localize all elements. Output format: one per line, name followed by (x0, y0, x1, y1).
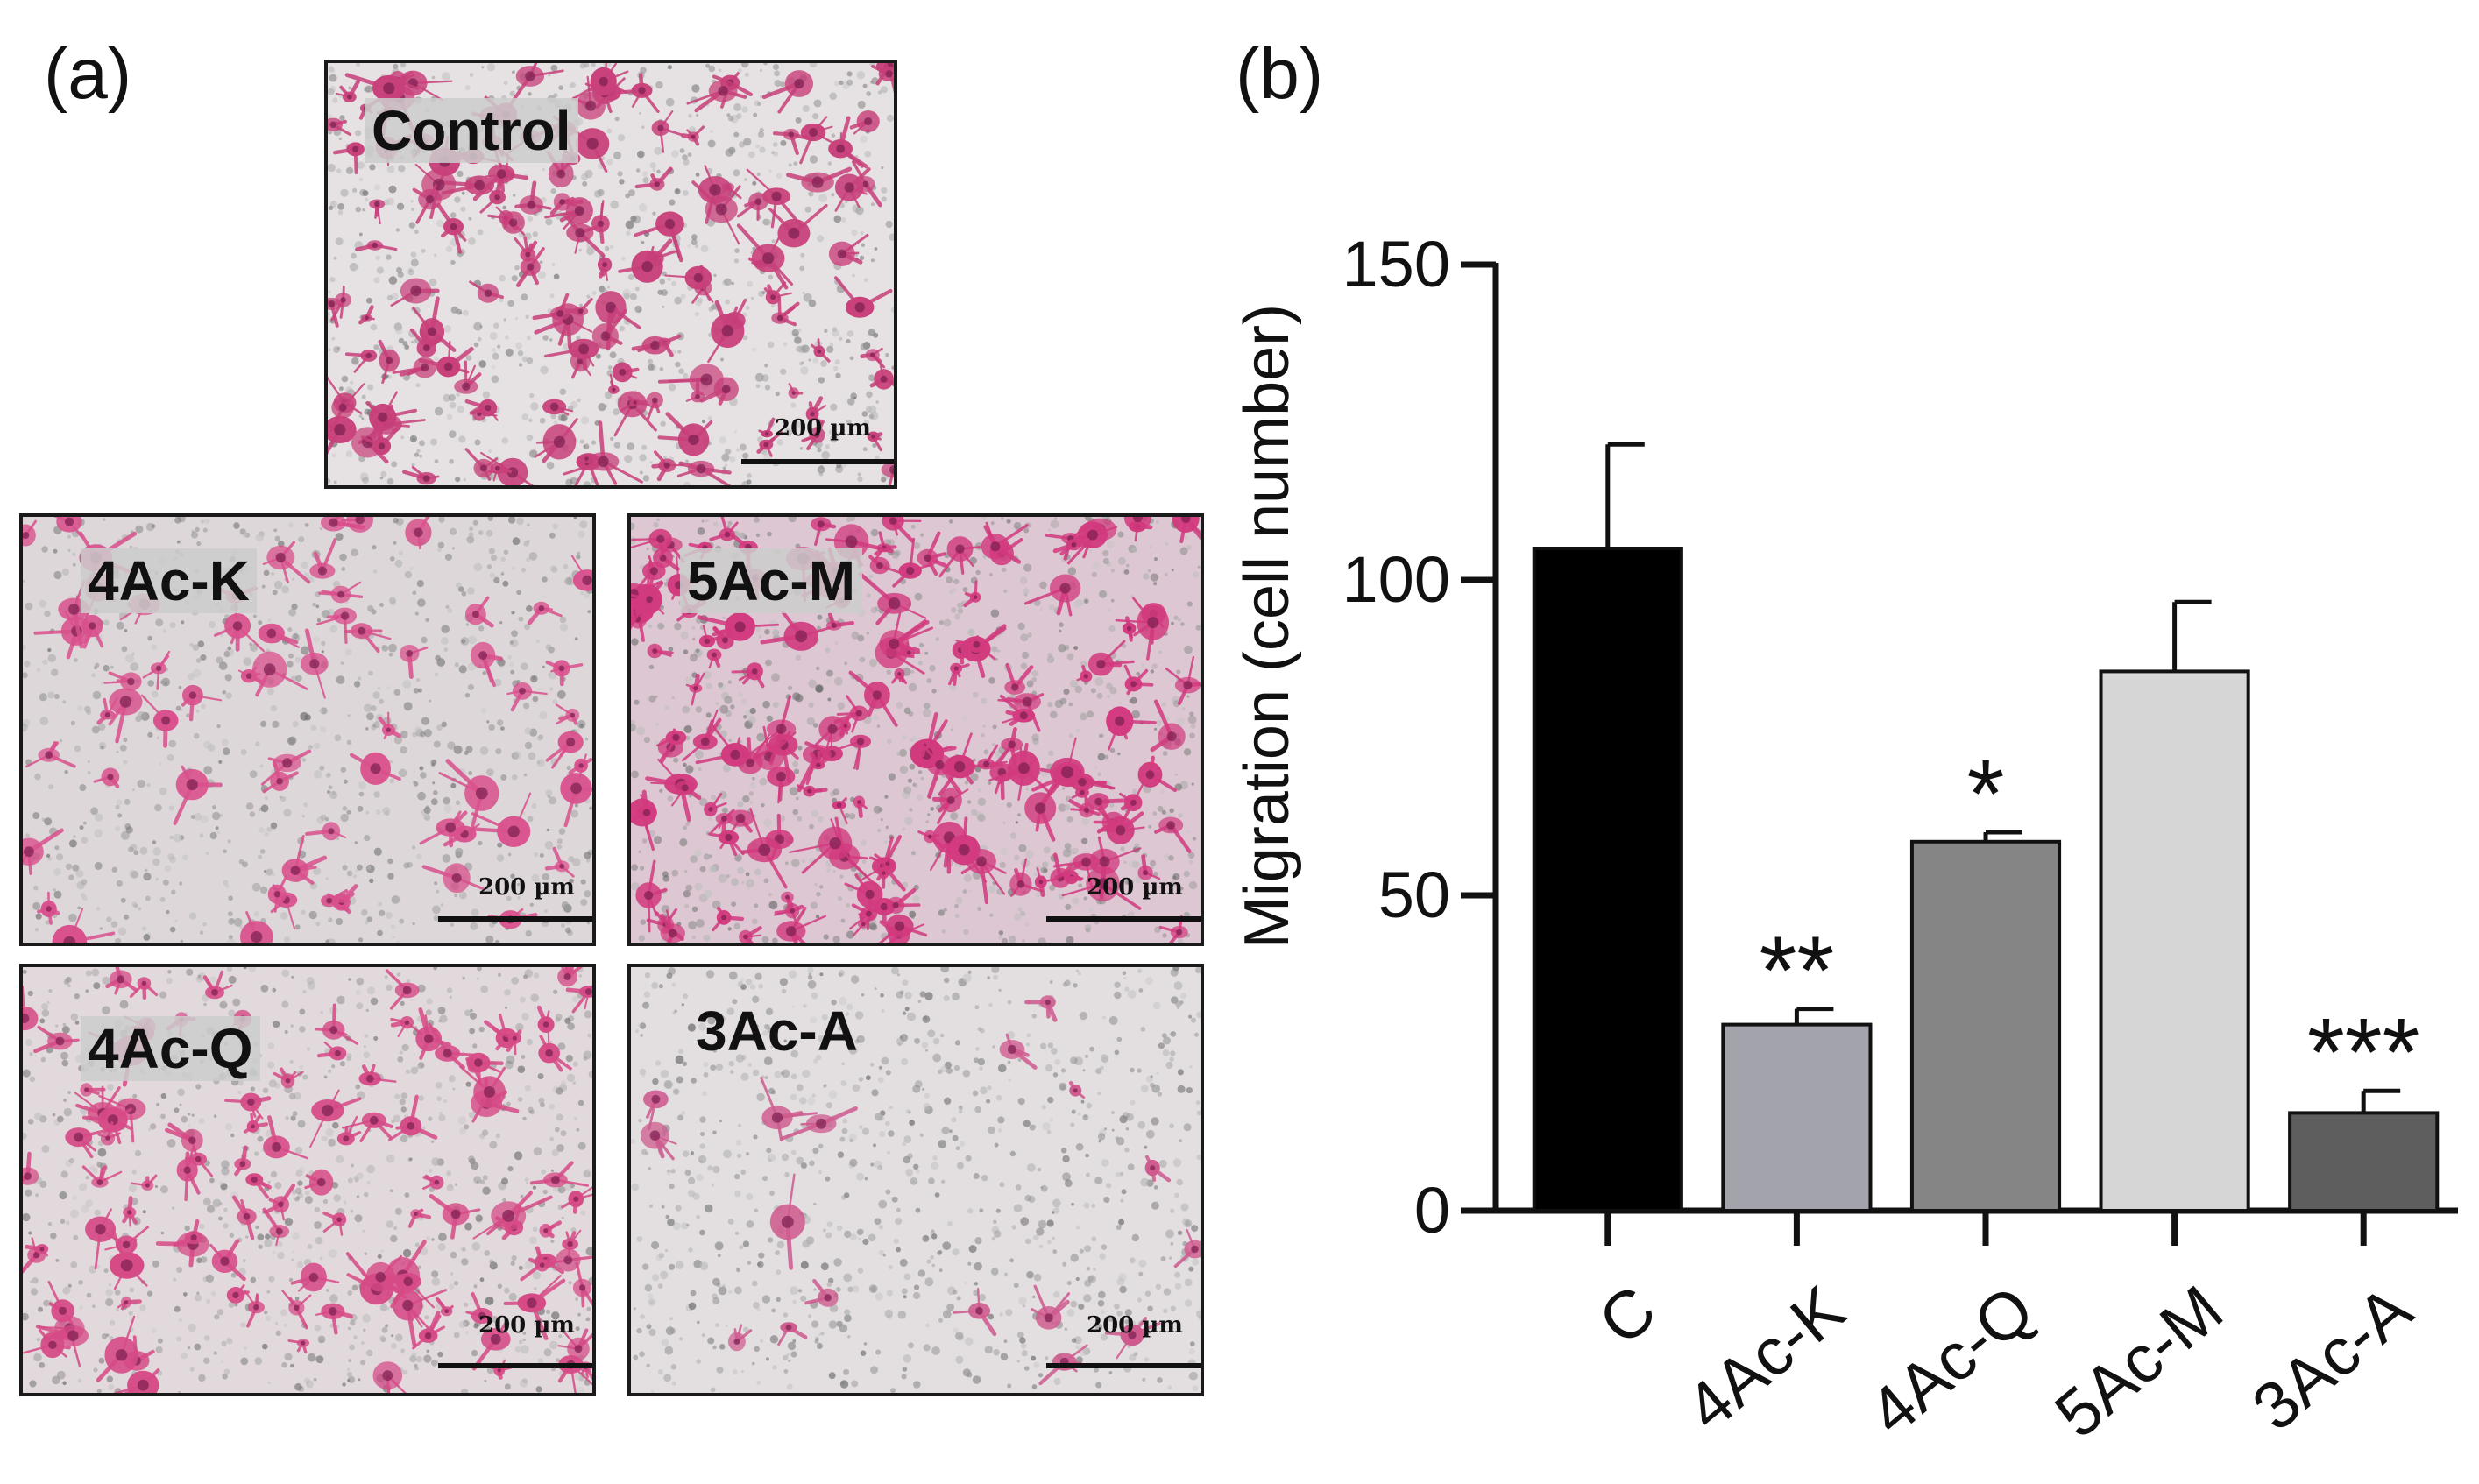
bar-3ac-a (2288, 1111, 2440, 1213)
micrograph-texture (631, 967, 1201, 1393)
x-tick-label-4ac-q: 4Ac-Q (1855, 1272, 2048, 1451)
scale-bar (438, 1363, 592, 1368)
micrograph-control: Control 200 µm (324, 60, 897, 489)
scale-bar-label: 200 µm (1087, 874, 1183, 901)
migration-bar-chart: Migration (cell number) 0 50 100 150 C 4Ac-K4… (1232, 228, 2458, 1452)
y-axis-label: Migration (cell number) (1232, 304, 1302, 949)
micrograph-texture (631, 517, 1201, 943)
panel-a-letter: (a) (44, 34, 132, 114)
significance-3ac-a: *** (2307, 999, 2419, 1106)
x-tick-label-5ac-m: 5Ac-M (2042, 1272, 2237, 1452)
scale-bar-label: 200 µm (478, 874, 575, 901)
x-tick-label-4ac-k: 4Ac-K (1672, 1272, 1859, 1445)
scale-bar (1046, 1363, 1201, 1368)
micrograph-3ac-a: 3Ac-A 200 µm (627, 964, 1204, 1396)
scale-bar (741, 459, 894, 464)
significance-4ac-q: * (1967, 740, 2005, 848)
micrograph-texture (23, 967, 592, 1393)
micrograph-texture (23, 517, 592, 943)
bar-5ac-m (2099, 669, 2250, 1212)
y-tick-label-50: 50 (1378, 859, 1450, 931)
y-tick-label-150: 150 (1342, 228, 1450, 300)
scale-bar (1046, 916, 1201, 922)
panel-b-letter: (b) (1236, 34, 1324, 114)
bar-c (1532, 547, 1683, 1212)
scale-bar-label: 200 µm (1087, 1312, 1183, 1339)
x-tick-label-c: C (1585, 1272, 1670, 1360)
micrograph-label: 4Ac-Q (81, 1016, 260, 1081)
micrograph-label: Control (365, 98, 578, 163)
x-tick-label-3ac-a: 3Ac-A (2239, 1271, 2426, 1445)
micrograph-4ac-q: 4Ac-Q 200 µm (19, 964, 596, 1396)
y-tick-label-100: 100 (1342, 543, 1450, 616)
micrograph-label: 3Ac-A (696, 1000, 858, 1063)
micrograph-5ac-m: 5Ac-M 200 µm (627, 513, 1204, 946)
significance-4ac-k: ** (1760, 917, 1835, 1025)
micrograph-texture (328, 63, 894, 485)
bar-4ac-k (1721, 1022, 1873, 1212)
bars: ****** (1532, 442, 2440, 1213)
micrograph-label: 4Ac-K (81, 548, 257, 613)
scale-bar-label: 200 µm (478, 1312, 575, 1339)
micrograph-label: 5Ac-M (680, 548, 863, 613)
micrograph-4ac-k: 4Ac-K 200 µm (19, 513, 596, 946)
bar-4ac-q (1909, 839, 2062, 1212)
y-axis-label-group: Migration (cell number) (1232, 304, 1302, 949)
scale-bar-label: 200 µm (775, 415, 871, 442)
scale-bar (438, 916, 592, 922)
y-tick-label-0: 0 (1414, 1174, 1450, 1247)
